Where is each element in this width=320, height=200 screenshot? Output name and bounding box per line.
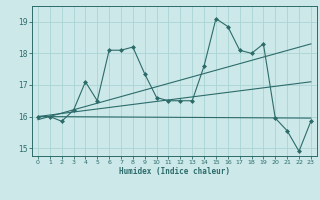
X-axis label: Humidex (Indice chaleur): Humidex (Indice chaleur) [119, 167, 230, 176]
